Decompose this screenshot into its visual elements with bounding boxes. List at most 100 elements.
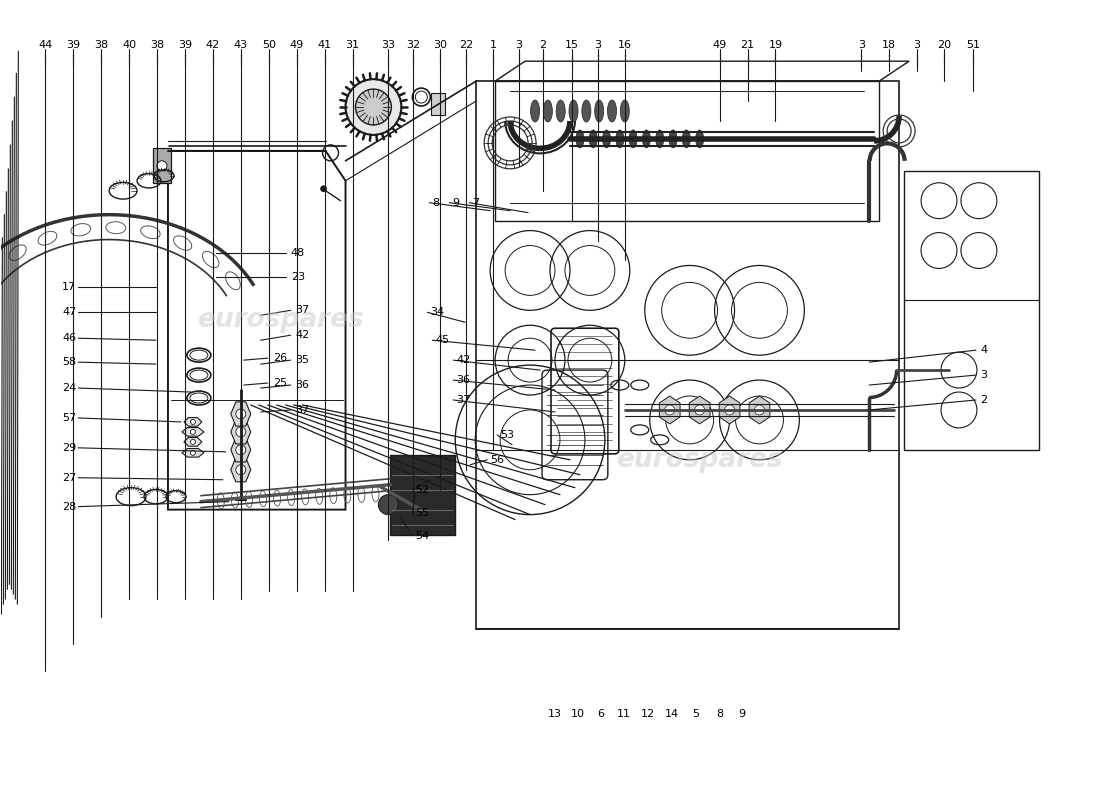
- Polygon shape: [184, 438, 202, 446]
- Text: 22: 22: [459, 40, 473, 50]
- Circle shape: [345, 79, 401, 135]
- Text: 1: 1: [490, 40, 496, 50]
- Text: 38: 38: [150, 40, 164, 50]
- Polygon shape: [390, 455, 455, 534]
- Ellipse shape: [642, 130, 650, 148]
- Text: 49: 49: [713, 40, 727, 50]
- Text: 12: 12: [640, 709, 654, 719]
- Text: 36: 36: [456, 375, 470, 385]
- Ellipse shape: [620, 100, 629, 122]
- Text: 20: 20: [937, 40, 952, 50]
- Text: 5: 5: [692, 709, 700, 719]
- Circle shape: [235, 465, 245, 474]
- Text: 38: 38: [95, 40, 108, 50]
- Text: 58: 58: [62, 357, 76, 367]
- Text: 25: 25: [273, 378, 287, 388]
- Text: 57: 57: [62, 413, 76, 423]
- Circle shape: [355, 89, 392, 125]
- Text: eurospares: eurospares: [616, 446, 783, 473]
- Text: 19: 19: [769, 40, 782, 50]
- Circle shape: [235, 427, 245, 437]
- Text: 13: 13: [548, 709, 562, 719]
- Polygon shape: [659, 396, 680, 424]
- Polygon shape: [231, 402, 251, 426]
- Circle shape: [190, 430, 196, 434]
- Circle shape: [190, 450, 196, 455]
- Circle shape: [320, 186, 327, 192]
- Text: eurospares: eurospares: [197, 307, 364, 334]
- Polygon shape: [182, 427, 204, 436]
- Ellipse shape: [682, 130, 691, 148]
- Text: 33: 33: [382, 40, 395, 50]
- Text: 28: 28: [62, 502, 76, 512]
- Polygon shape: [231, 438, 251, 462]
- Ellipse shape: [629, 130, 637, 148]
- Ellipse shape: [576, 130, 584, 148]
- Ellipse shape: [603, 130, 611, 148]
- Text: 43: 43: [233, 40, 248, 50]
- Ellipse shape: [656, 130, 663, 148]
- Text: 21: 21: [740, 40, 755, 50]
- Text: 8: 8: [716, 709, 723, 719]
- Text: 3: 3: [980, 370, 988, 380]
- Text: 23: 23: [290, 273, 305, 282]
- Ellipse shape: [695, 130, 704, 148]
- Text: 32: 32: [406, 40, 420, 50]
- Ellipse shape: [569, 100, 578, 122]
- Text: 55: 55: [416, 508, 429, 518]
- Text: 30: 30: [433, 40, 448, 50]
- Text: 34: 34: [430, 307, 444, 318]
- Text: 3: 3: [594, 40, 602, 50]
- Text: 6: 6: [597, 709, 604, 719]
- Text: 15: 15: [565, 40, 579, 50]
- Circle shape: [190, 439, 196, 444]
- Text: 54: 54: [416, 530, 429, 541]
- Text: 37: 37: [296, 306, 310, 315]
- Ellipse shape: [616, 130, 624, 148]
- Text: 37: 37: [296, 405, 310, 415]
- Circle shape: [694, 405, 705, 415]
- Text: 44: 44: [39, 40, 53, 50]
- Text: 40: 40: [122, 40, 136, 50]
- Text: 4: 4: [980, 345, 988, 355]
- Polygon shape: [231, 420, 251, 444]
- Text: 51: 51: [966, 40, 980, 50]
- Text: 36: 36: [296, 380, 309, 390]
- Text: 45: 45: [436, 335, 450, 346]
- Text: 3: 3: [858, 40, 865, 50]
- Text: 24: 24: [62, 383, 76, 393]
- Ellipse shape: [543, 100, 552, 122]
- Bar: [904, 170, 1038, 450]
- Polygon shape: [184, 418, 202, 426]
- Text: 18: 18: [882, 40, 896, 50]
- Text: 2: 2: [539, 40, 547, 50]
- Ellipse shape: [669, 130, 676, 148]
- Text: 37: 37: [456, 395, 471, 405]
- Polygon shape: [690, 396, 710, 424]
- Circle shape: [235, 445, 245, 455]
- Text: 16: 16: [618, 40, 631, 50]
- Text: 50: 50: [262, 40, 276, 50]
- Text: 10: 10: [571, 709, 585, 719]
- Text: 3: 3: [914, 40, 921, 50]
- Circle shape: [157, 161, 167, 170]
- Text: 48: 48: [290, 247, 305, 258]
- Circle shape: [664, 405, 674, 415]
- Text: 56: 56: [491, 454, 504, 465]
- Text: 8: 8: [432, 198, 439, 208]
- Ellipse shape: [607, 100, 616, 122]
- Ellipse shape: [557, 100, 565, 122]
- Ellipse shape: [590, 130, 597, 148]
- Text: 41: 41: [318, 40, 331, 50]
- Text: 17: 17: [62, 282, 76, 292]
- Text: 29: 29: [62, 443, 76, 453]
- Ellipse shape: [530, 100, 539, 122]
- Text: 2: 2: [980, 395, 988, 405]
- Circle shape: [235, 409, 245, 419]
- Text: 52: 52: [416, 485, 429, 494]
- Text: 42: 42: [206, 40, 220, 50]
- Circle shape: [190, 419, 196, 425]
- Text: 47: 47: [62, 307, 76, 318]
- Polygon shape: [182, 449, 204, 457]
- Text: 3: 3: [516, 40, 522, 50]
